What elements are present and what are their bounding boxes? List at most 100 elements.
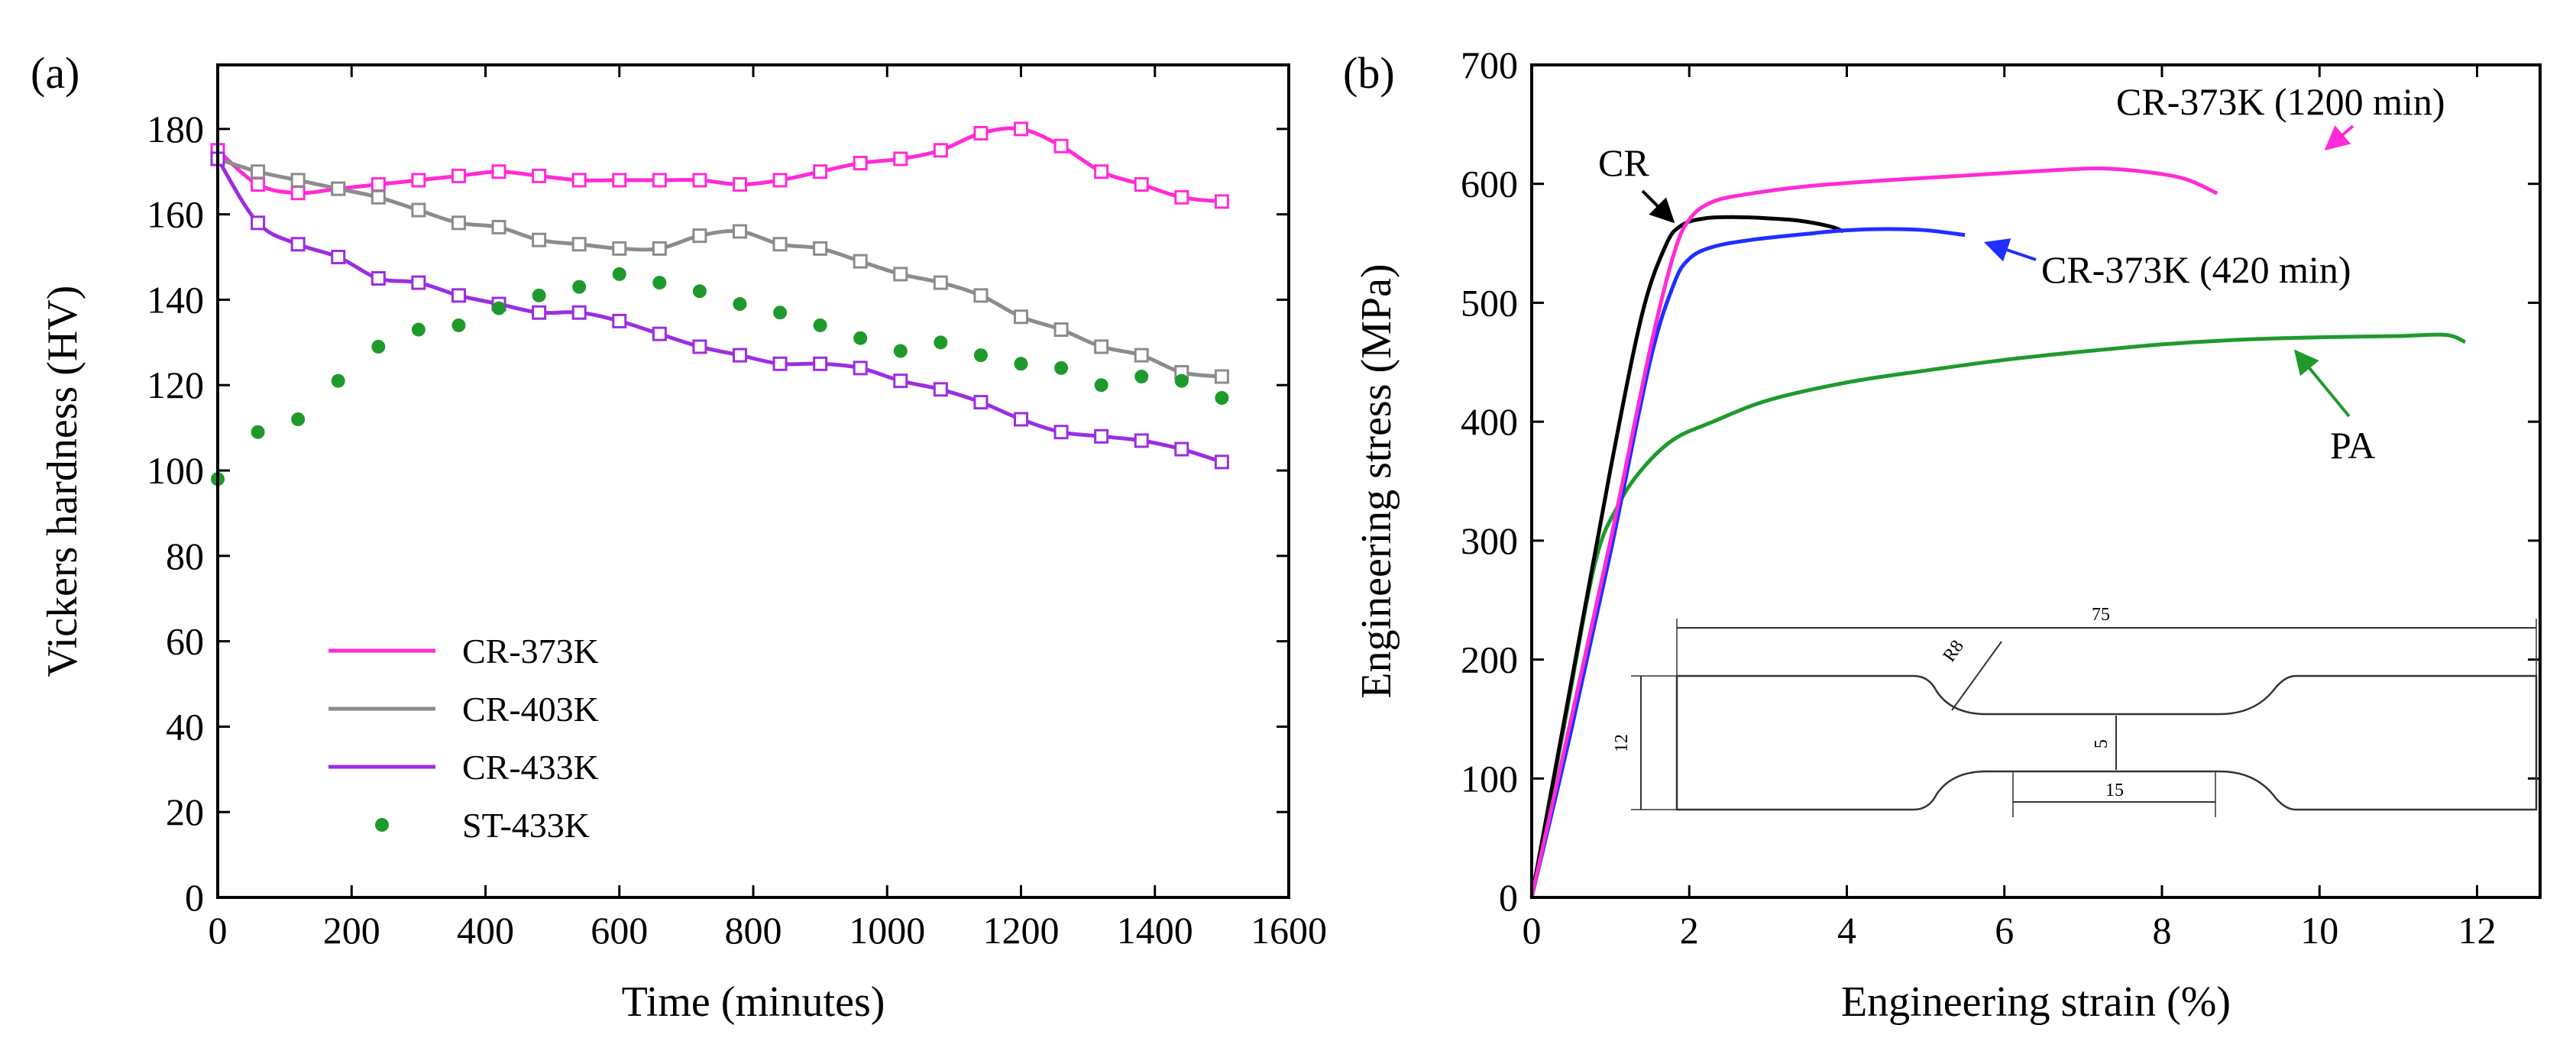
point-st-433k-1140 [973, 348, 988, 363]
legend-label-cr-403k: CR-403K [462, 690, 599, 729]
panel-a-series [210, 121, 1229, 487]
annotation-cr-373k-420: CR-373K (420 min) [2041, 248, 2351, 291]
point-st-433k-180 [331, 373, 345, 388]
point-cr-373k-660 [652, 173, 667, 188]
point-cr-373k-1200 [1014, 121, 1028, 137]
point-cr-433k-1380 [1134, 433, 1149, 448]
legend-label-cr-373k: CR-373K [462, 632, 599, 671]
point-cr-433k-240 [371, 270, 386, 286]
dim-label-r8: R8 [1940, 637, 1968, 666]
panel-a-ytick-label-160: 160 [147, 193, 204, 236]
annotation-cr: CR [1598, 141, 1649, 184]
point-st-433k-840 [773, 306, 788, 320]
panel-a-ticks: 0 200 400 600 800 1000 1200 1400 1600 0 20 40 60 80 10… [147, 65, 1327, 952]
point-cr-433k-900 [813, 356, 828, 371]
point-cr-373k-1080 [933, 143, 948, 158]
point-cr-373k-1020 [893, 151, 908, 167]
panel-a-legend: CR-373K CR-403K CR-433K ST-433K [328, 632, 599, 845]
panel-b-ytick-label-600: 600 [1461, 163, 1518, 205]
point-st-433k-60 [251, 425, 265, 439]
point-st-433k-1200 [1014, 357, 1028, 371]
line-cr-433k [215, 157, 1223, 464]
panel-b: (b) 0 2 4 6 8 10 12 0 100 200 300 400 500 600 700 Engi… [1343, 44, 2542, 1026]
point-st-433k-300 [411, 322, 426, 337]
panel-b-xtick-label-12: 12 [2458, 909, 2497, 952]
dim-label-75: 75 [2092, 605, 2110, 625]
point-cr-433k-960 [853, 360, 868, 376]
panel-a-label: (a) [31, 48, 79, 98]
panel-b-frame [1530, 63, 2542, 899]
panel-a-xtick-label-400: 400 [457, 909, 514, 952]
point-cr-433k-1440 [1174, 441, 1189, 457]
curve-pa [1529, 332, 2467, 898]
point-cr-403k-60 [251, 164, 266, 179]
point-cr-373k-1440 [1174, 189, 1189, 205]
point-cr-373k-960 [853, 156, 868, 171]
panel-b-xtick-label-4: 4 [1837, 909, 1856, 952]
dim-label-5: 5 [2092, 739, 2112, 748]
point-cr-433k-660 [652, 326, 667, 341]
panel-a-ytick-label-20: 20 [166, 790, 204, 833]
panel-b-xtick-label-6: 6 [1995, 909, 2014, 952]
point-st-433k-1320 [1094, 378, 1108, 393]
point-cr-403k-780 [732, 224, 747, 239]
panel-b-ytick-label-300: 300 [1461, 519, 1518, 562]
legend-label-cr-433k: CR-433K [462, 748, 599, 787]
point-cr-433k-840 [772, 356, 788, 371]
point-cr-373k-540 [571, 173, 587, 188]
point-cr-373k-480 [532, 168, 547, 183]
curve-cr-373k-420-min [1529, 227, 1966, 898]
point-st-433k-240 [371, 339, 386, 354]
point-cr-403k-1500 [1214, 369, 1229, 384]
curve-cr-373k-1200-min [1529, 166, 2218, 898]
point-st-433k-780 [733, 297, 747, 312]
point-cr-433k-480 [532, 305, 547, 320]
point-cr-433k-60 [251, 215, 266, 231]
panel-b-xtick-label-0: 0 [1523, 909, 1542, 952]
point-cr-403k-480 [532, 232, 547, 247]
point-cr-373k-1320 [1094, 164, 1109, 179]
point-cr-403k-1080 [933, 275, 948, 290]
panel-b-xtick-label-10: 10 [2300, 909, 2338, 952]
point-cr-403k-120 [290, 173, 306, 188]
panel-a-ytick-label-60: 60 [166, 620, 204, 663]
point-cr-433k-1320 [1094, 428, 1109, 444]
point-cr-403k-840 [772, 237, 788, 252]
point-cr-373k-1140 [973, 125, 989, 141]
point-st-433k-480 [532, 288, 546, 302]
point-cr-373k-600 [612, 173, 627, 188]
panel-b-ytick-label-700: 700 [1461, 44, 1518, 86]
point-cr-433k-1200 [1014, 412, 1028, 427]
panel-b-xlabel: Engineering strain (%) [1841, 978, 2231, 1026]
point-cr-373k-1500 [1214, 194, 1229, 209]
panel-b-ytick-label-0: 0 [1499, 876, 1518, 919]
point-st-433k-360 [451, 318, 466, 332]
panel-a-ytick-label-100: 100 [147, 449, 204, 492]
point-cr-403k-540 [571, 237, 587, 252]
specimen-inset: 75 R8 12 5 15 [1612, 605, 2538, 817]
point-cr-403k-720 [692, 228, 707, 244]
annotation-cr-373k-1200: CR-373K (1200 min) [2116, 80, 2445, 123]
panel-a-ytick-label-180: 180 [147, 108, 204, 150]
point-cr-403k-240 [371, 189, 386, 205]
panel-a-xtick-label-200: 200 [323, 909, 380, 952]
panel-b-ytick-label-400: 400 [1461, 400, 1518, 443]
dim-label-12: 12 [1612, 734, 1632, 752]
series-st-433k [211, 267, 1229, 487]
point-st-433k-1440 [1174, 373, 1189, 388]
point-st-433k-600 [612, 267, 626, 281]
point-cr-373k-360 [451, 168, 466, 183]
point-cr-373k-420 [491, 164, 506, 179]
panel-a-ytick-label-0: 0 [185, 876, 204, 919]
point-cr-403k-300 [411, 202, 426, 218]
point-cr-433k-1500 [1214, 454, 1229, 470]
panel-a-xtick-label-1400: 1400 [1117, 909, 1193, 952]
annotation-cr-373k-420-arrow [1983, 238, 2037, 262]
point-cr-373k-900 [813, 164, 828, 179]
panel-b-ytick-label-500: 500 [1461, 281, 1518, 324]
point-cr-373k-120 [290, 186, 306, 201]
panel-b-series [1529, 166, 2467, 898]
panel-b-ticks: 0 2 4 6 8 10 12 0 100 200 300 400 500 600 700 [1461, 44, 2540, 952]
panel-a-ylabel: Vickers hardness (HV) [39, 286, 86, 677]
